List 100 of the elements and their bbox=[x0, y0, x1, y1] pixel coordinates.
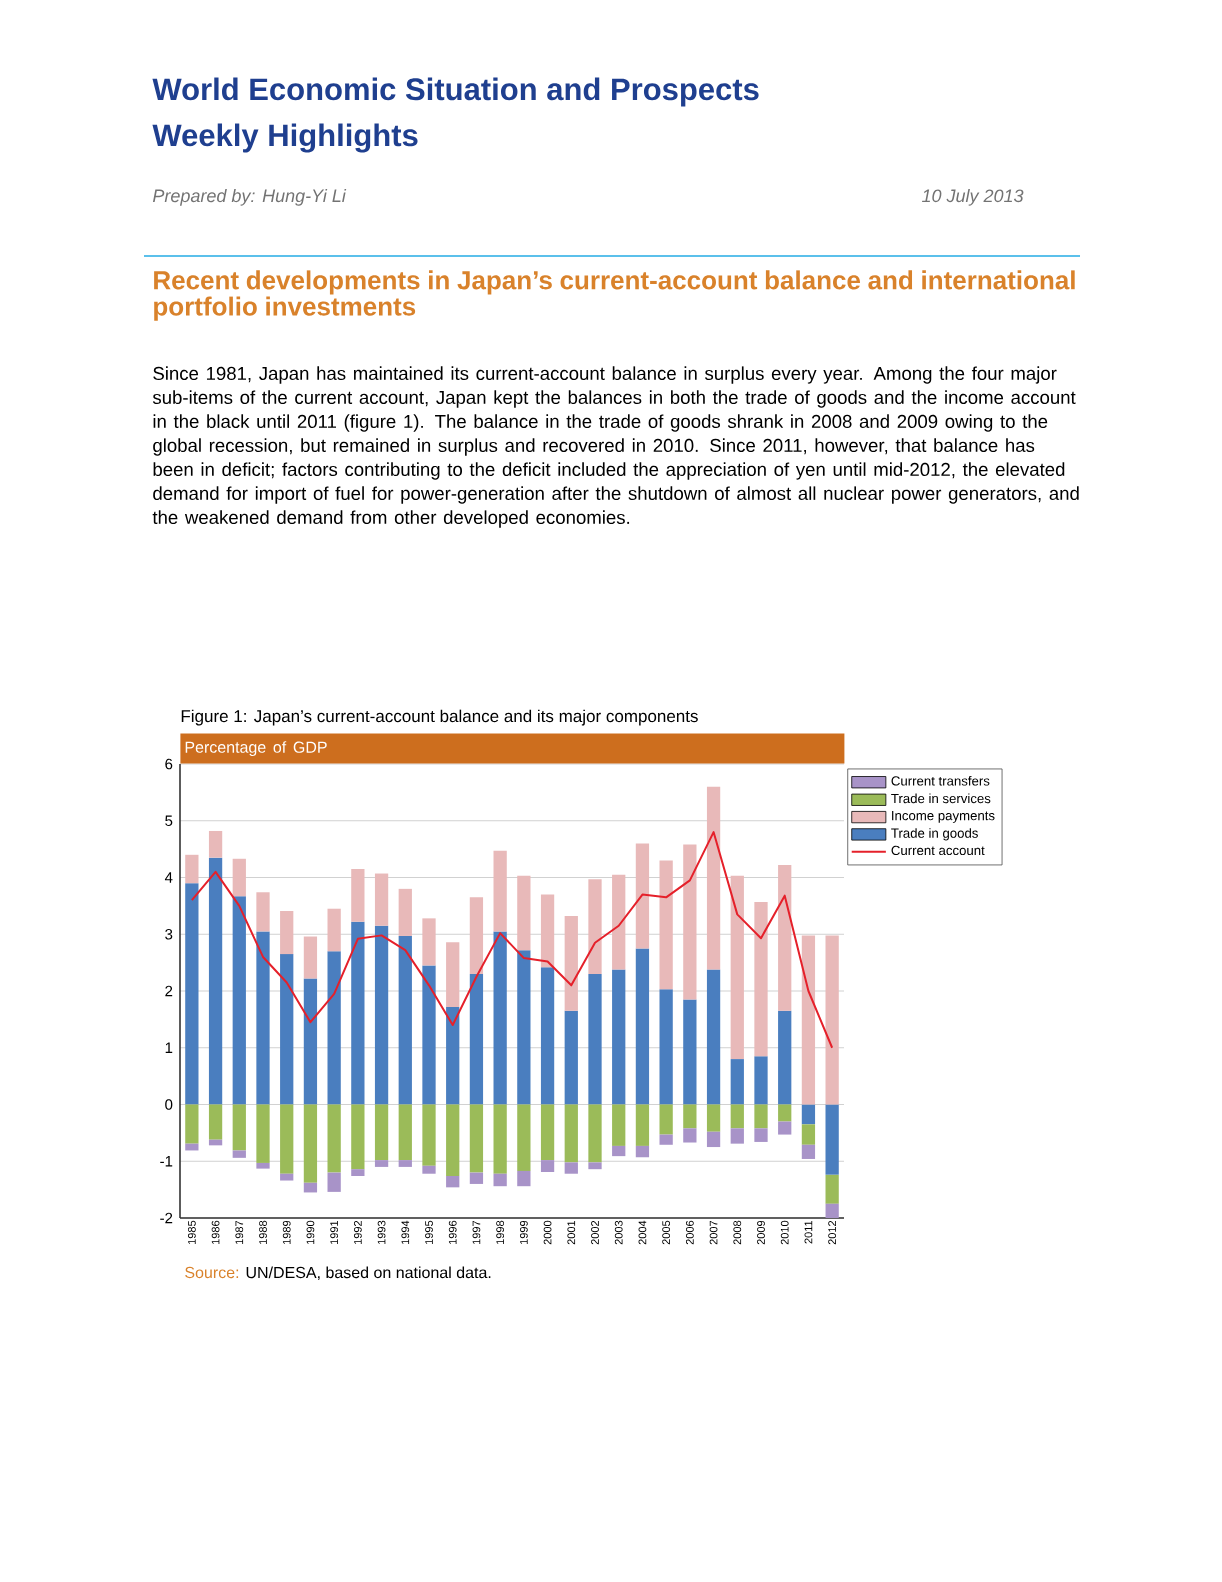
bar bbox=[327, 908, 341, 952]
bar bbox=[446, 1104, 460, 1176]
chart-title: Figure 1: Japan’s current-account balance and its major components bbox=[181, 709, 698, 726]
bar bbox=[635, 948, 650, 1105]
bar bbox=[185, 854, 199, 884]
bar bbox=[185, 1104, 199, 1144]
bar bbox=[801, 1124, 816, 1145]
bar bbox=[280, 954, 294, 1105]
bar bbox=[588, 1162, 602, 1170]
bar bbox=[208, 830, 223, 858]
bar bbox=[256, 1162, 270, 1169]
bar bbox=[517, 1104, 531, 1171]
bar bbox=[232, 896, 246, 1105]
bar bbox=[540, 967, 555, 1105]
bar bbox=[683, 1128, 697, 1143]
bar bbox=[422, 1165, 436, 1174]
bar bbox=[517, 950, 531, 1105]
bar bbox=[398, 888, 412, 936]
bar bbox=[208, 857, 223, 1105]
bar bbox=[232, 1104, 246, 1151]
bar bbox=[801, 935, 816, 1105]
bar bbox=[801, 1144, 816, 1159]
bar bbox=[374, 925, 389, 1105]
bar bbox=[612, 1145, 626, 1157]
bar bbox=[540, 1104, 555, 1161]
bar bbox=[374, 1160, 389, 1167]
bar bbox=[706, 1104, 721, 1132]
bar bbox=[612, 874, 626, 970]
bar bbox=[683, 1104, 697, 1129]
bar bbox=[493, 931, 507, 1105]
bar bbox=[303, 1182, 318, 1193]
bar bbox=[612, 969, 626, 1105]
bar bbox=[303, 1104, 318, 1183]
bar bbox=[754, 1128, 768, 1142]
bar bbox=[659, 989, 673, 1105]
bar bbox=[493, 1173, 507, 1187]
bar bbox=[564, 916, 578, 1011]
bar bbox=[778, 1121, 792, 1135]
bar bbox=[564, 1010, 578, 1105]
bar bbox=[778, 1104, 792, 1122]
bar bbox=[659, 1104, 673, 1135]
bar bbox=[232, 1150, 246, 1158]
bar bbox=[825, 1203, 839, 1218]
bar bbox=[469, 897, 484, 974]
bar bbox=[754, 1056, 768, 1105]
bar bbox=[351, 921, 365, 1105]
bar bbox=[517, 1170, 531, 1187]
bar bbox=[256, 1104, 270, 1163]
bar bbox=[256, 931, 270, 1105]
bar bbox=[730, 1104, 744, 1129]
bar bbox=[635, 1104, 650, 1146]
bar bbox=[683, 844, 697, 1000]
bar bbox=[659, 860, 673, 990]
bar bbox=[493, 850, 507, 932]
bar bbox=[280, 910, 294, 955]
text: Since 1981, Japan has maintained its current-account balance in surplus every year. Among the four major sub-items of the current account, Japan kept the balances in both the trade of goods and the income account in the black until 2011 (figure 1). The balance in the trade of goods shrank in 2008 and 2009 owing to the global recession, but remained in surplus and recovered in 2010. Since 2011, however, that balance has been in deficit; factors contributing to the deficit included the appreciation of yen until mid-2012, the elevated demand for import of fuel for power-generation after the shutdown of almost all nuclear power generators, and the weakened demand from other developed economies. bbox=[152, 366, 1079, 528]
bar bbox=[256, 892, 270, 932]
bar bbox=[778, 865, 792, 1011]
bar bbox=[588, 973, 602, 1105]
bar bbox=[351, 868, 365, 922]
bar bbox=[422, 918, 436, 966]
bar bbox=[706, 1131, 721, 1148]
y-axis-title: Percentage of GDP bbox=[185, 741, 327, 757]
bar bbox=[327, 1104, 341, 1173]
bar bbox=[446, 1006, 460, 1105]
source-note: Source: bbox=[185, 1266, 239, 1279]
bar bbox=[446, 942, 460, 1007]
bar bbox=[754, 901, 768, 1057]
bar bbox=[635, 843, 650, 949]
line-series bbox=[190, 831, 834, 1049]
bar bbox=[469, 1104, 484, 1173]
bar bbox=[208, 1104, 223, 1140]
bar bbox=[422, 1104, 436, 1166]
bar bbox=[493, 1104, 507, 1174]
bar bbox=[706, 969, 721, 1105]
bar bbox=[398, 1160, 412, 1167]
bar bbox=[540, 894, 555, 968]
bar bbox=[612, 1104, 626, 1146]
bar bbox=[398, 935, 412, 1105]
bar bbox=[351, 1169, 365, 1176]
bar bbox=[801, 1104, 816, 1125]
bar bbox=[683, 999, 697, 1105]
bar bbox=[825, 935, 839, 1105]
text: Weekly Highlights bbox=[152, 123, 418, 153]
bar bbox=[588, 1104, 602, 1163]
bar bbox=[185, 883, 199, 1105]
bar bbox=[327, 1172, 341, 1192]
bar bbox=[564, 1104, 578, 1163]
bar bbox=[398, 1104, 412, 1161]
bar bbox=[232, 858, 246, 897]
bar bbox=[469, 1172, 484, 1184]
text: 10 July 2013 bbox=[922, 188, 1024, 206]
bar bbox=[588, 879, 602, 974]
text: UN/DESA, based on national data. bbox=[246, 1266, 491, 1281]
text: Prepared by: Hung-Yi Li bbox=[152, 188, 347, 206]
bar bbox=[635, 1145, 650, 1158]
bar bbox=[564, 1162, 578, 1174]
bar bbox=[540, 1160, 555, 1173]
bar bbox=[825, 1174, 839, 1204]
bar bbox=[303, 936, 318, 979]
